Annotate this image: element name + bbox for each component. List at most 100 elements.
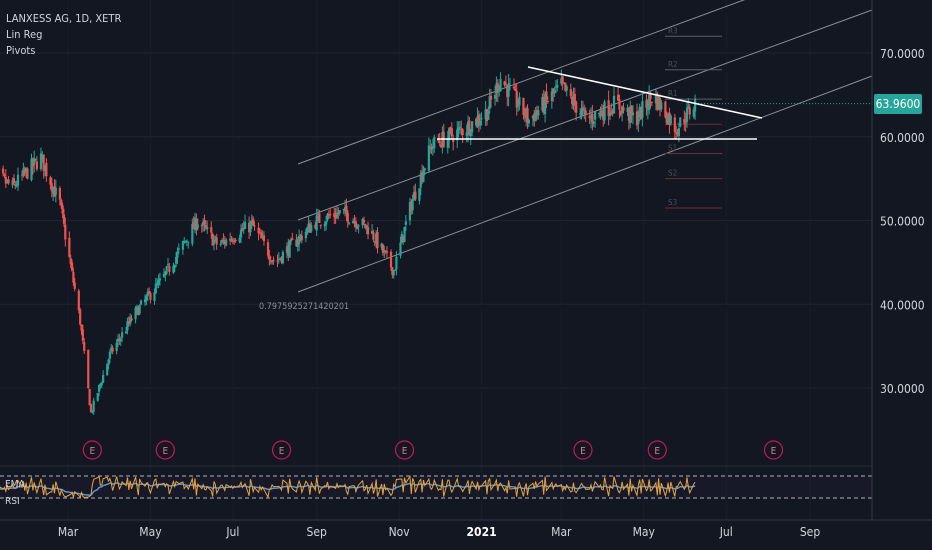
candle-body [110, 347, 113, 351]
earnings-label: E [279, 446, 285, 457]
candle-body [73, 282, 76, 289]
candle-body [579, 113, 582, 115]
earnings-marker[interactable]: E [271, 440, 292, 460]
candle-body [343, 207, 347, 212]
candles [0, 69, 872, 415]
price-axis[interactable]: 70.0000 60.0000 50.0000 40.0000 30.0000 [871, 0, 932, 550]
earnings-marker[interactable]: E [763, 440, 784, 460]
candle-body [289, 239, 293, 242]
candle-body [629, 106, 632, 123]
candle-body [4, 176, 7, 184]
candle-body [296, 242, 299, 247]
candle-body [537, 110, 540, 116]
candle-body [219, 243, 222, 246]
candle-body [200, 225, 203, 227]
candle-body [345, 205, 348, 214]
candle-body [438, 140, 441, 143]
candle-body [30, 159, 33, 181]
legend-lin-reg[interactable]: Lin Reg [6, 28, 43, 41]
trendlines[interactable] [437, 66, 763, 140]
candle-body [203, 220, 206, 225]
candle-body [100, 382, 103, 385]
x-tick-label: May [139, 525, 162, 539]
earnings-marker[interactable]: E [573, 440, 593, 460]
candle-body [138, 305, 141, 314]
candle-body [326, 214, 329, 220]
candle-body [185, 240, 189, 242]
candle-body [35, 161, 39, 170]
candle-body [210, 227, 213, 233]
candle-body [168, 266, 171, 272]
pivot-label-s2: S2 [668, 169, 677, 178]
candle-body [153, 292, 156, 301]
candle-body [81, 329, 84, 341]
candle-body [126, 321, 129, 331]
candle-body [25, 168, 28, 172]
candle-body [411, 199, 414, 211]
candle-body [310, 225, 313, 232]
indicator-label-ema[interactable]: EMA [5, 479, 25, 490]
price-axis-bg [872, 0, 932, 550]
x-tick-label: Nov [389, 525, 411, 539]
candle-body [214, 237, 217, 239]
earnings-marker[interactable]: E [394, 440, 415, 460]
earnings-marker[interactable]: E [647, 440, 667, 460]
candle-body [535, 110, 539, 113]
candle-body [346, 212, 349, 223]
earnings-marker[interactable]: E [155, 440, 175, 460]
candle-body [630, 105, 633, 115]
candle-body [49, 177, 52, 185]
candle-body [637, 119, 640, 124]
candle-body [556, 84, 559, 88]
candle-body [581, 107, 585, 110]
earnings-marker[interactable]: E [82, 440, 102, 460]
candle-body [50, 183, 53, 192]
candle-body [262, 235, 266, 242]
candle-body [353, 221, 356, 223]
earnings-circle [155, 440, 175, 460]
candle-body [60, 200, 63, 206]
candle-body [489, 95, 493, 100]
candle-body [107, 359, 110, 365]
symbol-title[interactable]: LANXESS AG, 1D, XETR [6, 12, 122, 25]
candle-body [158, 278, 162, 281]
candle-body [352, 220, 355, 224]
candle-body [26, 168, 29, 179]
regression-upper-line [297, 0, 746, 165]
candle-body [635, 111, 639, 126]
candle-body [173, 264, 176, 268]
candle-body [660, 102, 663, 110]
candle-body [139, 300, 143, 305]
candle-body [72, 271, 75, 283]
candle-body [564, 82, 567, 91]
candle-body [645, 100, 648, 108]
candle-body [2, 168, 5, 174]
indicator-label-rsi[interactable]: RSI [5, 496, 20, 507]
candle-body [258, 232, 262, 234]
legend-pivots[interactable]: Pivots [6, 44, 36, 57]
candle-body [527, 119, 530, 124]
candle-body [572, 96, 575, 106]
time-axis[interactable]: Mar May Jul Sep Nov 2021 Mar May Jul Sep [0, 519, 932, 539]
candle-body [241, 228, 244, 231]
candle-body [54, 187, 57, 195]
candle-body [562, 82, 566, 84]
candle-body [268, 255, 271, 260]
candle-body [149, 292, 152, 300]
candle-body [319, 224, 322, 226]
pivot-label-r3: R3 [668, 26, 678, 35]
candle-body [285, 246, 289, 253]
candle-body [31, 158, 34, 167]
candle-body [261, 237, 264, 239]
candle-body [111, 347, 114, 352]
candle-body [6, 179, 9, 182]
candle-body [137, 307, 140, 316]
candle-body [314, 224, 317, 229]
candle-body [423, 168, 426, 171]
candle-body [327, 214, 330, 216]
candle-body [607, 100, 610, 116]
candle-body [418, 188, 421, 201]
candle-body [375, 233, 378, 244]
